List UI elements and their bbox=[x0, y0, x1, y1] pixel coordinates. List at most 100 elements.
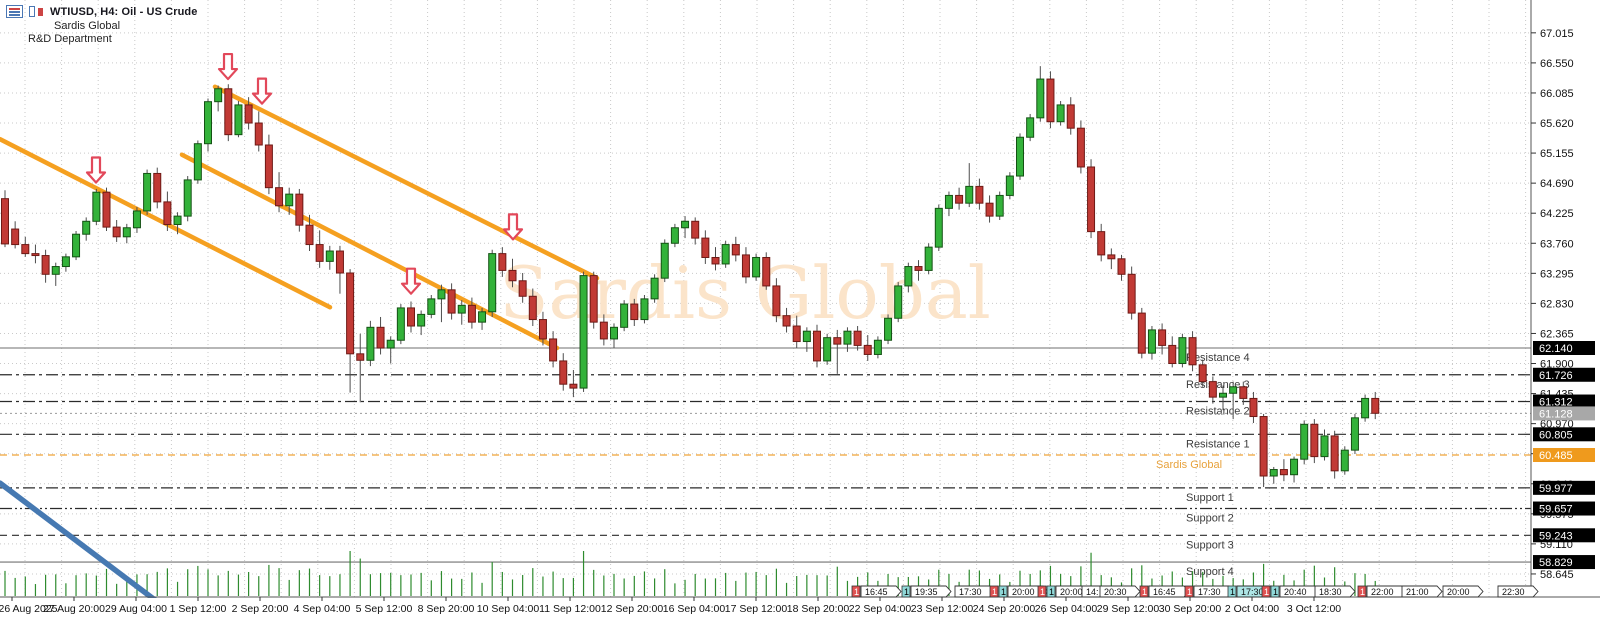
svg-text:17:30: 17:30 bbox=[1198, 587, 1221, 597]
svg-text:16:45: 16:45 bbox=[865, 587, 888, 597]
price-badge bbox=[1533, 480, 1595, 495]
svg-text:1: 1 bbox=[854, 587, 859, 597]
chart-header: WTIUSD, H4: Oil - US Crude Sardis Global… bbox=[6, 5, 197, 45]
price-tick-label: 65.155 bbox=[1540, 148, 1574, 160]
price-tick-label: 62.830 bbox=[1540, 298, 1574, 310]
time-tick-label: 1 Sep 12:00 bbox=[170, 603, 227, 615]
price-badge bbox=[1533, 501, 1595, 516]
time-tick-label: 23 Sep 12:00 bbox=[911, 603, 974, 615]
price-tick-label: 65.620 bbox=[1540, 118, 1574, 130]
price-tick-label: 63.295 bbox=[1540, 268, 1574, 280]
price-badge bbox=[1533, 427, 1595, 442]
down-arrow-icon[interactable] bbox=[251, 77, 273, 105]
price-tick-label: 64.225 bbox=[1540, 208, 1574, 220]
price-tick-label: 58.645 bbox=[1540, 569, 1574, 581]
svg-text:1: 1 bbox=[1360, 587, 1365, 597]
price-tick-label: 62.365 bbox=[1540, 328, 1574, 340]
time-tag[interactable] bbox=[1314, 585, 1356, 598]
svg-text:1: 1 bbox=[1040, 587, 1045, 597]
time-tick-label: 18 Sep 20:00 bbox=[787, 603, 850, 615]
price-tick-label: 67.015 bbox=[1540, 28, 1574, 40]
time-tick-label: 3 Oct 12:00 bbox=[1287, 603, 1341, 615]
time-tag[interactable] bbox=[1099, 585, 1141, 598]
level-label: Support 1 bbox=[1186, 492, 1234, 504]
level-label: Support 2 bbox=[1186, 513, 1234, 525]
price-badge bbox=[1533, 447, 1595, 462]
time-tag[interactable] bbox=[1442, 585, 1484, 598]
svg-text:1: 1 bbox=[1142, 587, 1147, 597]
time-tick-label: 2 Sep 20:00 bbox=[232, 603, 289, 615]
time-tick-label: 24 Sep 20:00 bbox=[973, 603, 1036, 615]
trendline-blue-trend[interactable] bbox=[0, 480, 171, 613]
level-label: Support 4 bbox=[1186, 566, 1234, 578]
time-tick-label: 29 Aug 04:00 bbox=[105, 603, 167, 615]
trendline-channel-top[interactable] bbox=[212, 84, 600, 281]
level-label: Resistance 2 bbox=[1186, 406, 1250, 418]
svg-text:1: 1 bbox=[1001, 587, 1006, 597]
time-tick-label: 17 Sep 12:00 bbox=[725, 603, 788, 615]
svg-text:20:00: 20:00 bbox=[1012, 587, 1035, 597]
time-tag[interactable] bbox=[1401, 585, 1443, 598]
price-badge bbox=[1533, 341, 1595, 355]
price-badge bbox=[1533, 367, 1595, 382]
svg-text:59.657: 59.657 bbox=[1539, 504, 1573, 516]
svg-text:1: 1 bbox=[992, 587, 997, 597]
svg-text:17:30: 17:30 bbox=[959, 587, 982, 597]
time-tick-label: 26 Sep 04:00 bbox=[1035, 603, 1098, 615]
quotes-list-icon[interactable] bbox=[6, 5, 23, 18]
level-label: Support 3 bbox=[1186, 539, 1234, 551]
time-tick-label: 27 Aug 20:00 bbox=[43, 603, 105, 615]
svg-text:59.977: 59.977 bbox=[1539, 483, 1573, 495]
signal-arrows[interactable] bbox=[85, 52, 524, 295]
time-tags[interactable]: 1 16:45 1 19:35 17:30 1 1 20:00 1 1 20:00 14: 20:30 1… bbox=[851, 585, 1539, 598]
down-arrow-icon[interactable] bbox=[400, 267, 422, 295]
svg-text:61.312: 61.312 bbox=[1539, 397, 1573, 409]
svg-text:20:30: 20:30 bbox=[1104, 587, 1127, 597]
down-arrow-icon[interactable] bbox=[217, 52, 239, 81]
svg-text:17:30: 17:30 bbox=[1241, 587, 1264, 597]
down-arrow-icon[interactable] bbox=[502, 213, 524, 241]
svg-text:61.128: 61.128 bbox=[1539, 408, 1573, 420]
time-tick-label: 22 Sep 04:00 bbox=[849, 603, 912, 615]
time-tag[interactable] bbox=[1497, 585, 1539, 598]
svg-text:1: 1 bbox=[1187, 587, 1192, 597]
svg-text:14:: 14: bbox=[1086, 587, 1099, 597]
level-label: Resistance 1 bbox=[1186, 438, 1250, 450]
svg-text:21:00: 21:00 bbox=[1406, 587, 1429, 597]
price-badge bbox=[1533, 394, 1595, 409]
svg-text:19:35: 19:35 bbox=[915, 587, 938, 597]
time-tick-label: 16 Sep 04:00 bbox=[663, 603, 726, 615]
time-tick-label: 26 Aug 2025 bbox=[0, 603, 58, 615]
price-badge bbox=[1533, 528, 1595, 543]
time-tag[interactable] bbox=[910, 585, 952, 598]
time-tick-label: 10 Sep 04:00 bbox=[477, 603, 540, 615]
svg-text:1: 1 bbox=[904, 587, 909, 597]
price-tick-label: 64.690 bbox=[1540, 178, 1574, 190]
svg-text:59.243: 59.243 bbox=[1539, 530, 1573, 542]
price-badge bbox=[1533, 406, 1595, 421]
svg-text:1: 1 bbox=[1264, 587, 1269, 597]
svg-text:20:40: 20:40 bbox=[1284, 587, 1307, 597]
price-axis[interactable]: 67.015 66.550 66.085 65.620 65.155 64.690 64.2… bbox=[1530, 0, 1600, 597]
down-arrow-icon[interactable] bbox=[85, 156, 107, 184]
time-tick-label: 12 Sep 20:00 bbox=[601, 603, 664, 615]
subtitle-company: Sardis Global bbox=[54, 20, 121, 32]
time-tick-label: 29 Sep 12:00 bbox=[1097, 603, 1160, 615]
level-label: Sardis Global bbox=[1156, 459, 1222, 471]
svg-text:16:45: 16:45 bbox=[1153, 587, 1176, 597]
trendline-channel-bottom[interactable] bbox=[179, 152, 560, 351]
candlestick-series bbox=[1, 66, 1380, 487]
level-label: Resistance 4 bbox=[1186, 352, 1250, 364]
time-tick-label: 30 Sep 20:00 bbox=[1159, 603, 1222, 615]
candle-chart-icon[interactable] bbox=[28, 5, 45, 18]
price-tick-label: 66.550 bbox=[1540, 58, 1574, 70]
time-tag[interactable] bbox=[860, 585, 902, 598]
svg-text:18:30: 18:30 bbox=[1319, 587, 1342, 597]
price-tick-label: 63.760 bbox=[1540, 238, 1574, 250]
svg-text:1: 1 bbox=[1273, 587, 1278, 597]
time-tick-label: 11 Sep 12:00 bbox=[539, 603, 601, 615]
